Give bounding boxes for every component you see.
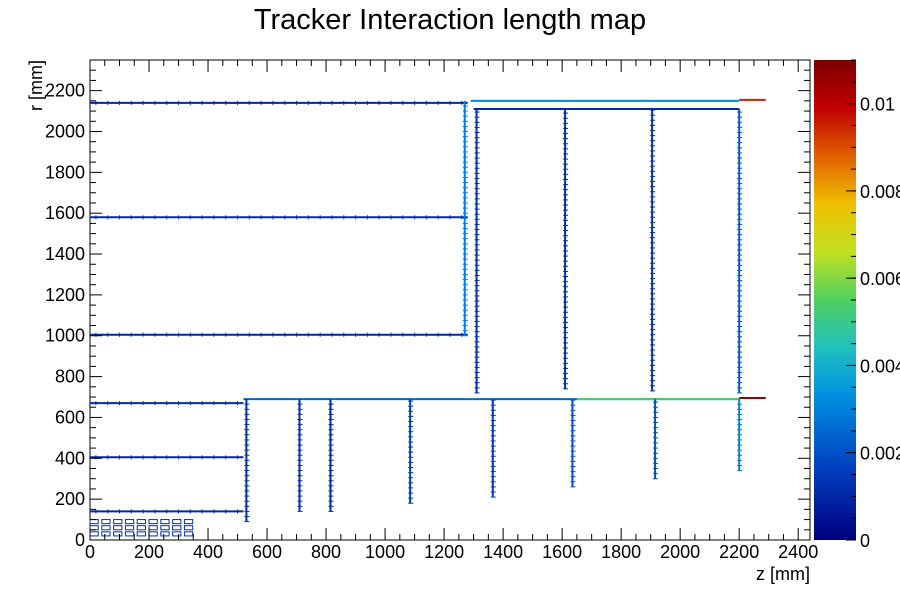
barrel-module-ticks-4 xyxy=(95,455,239,460)
endcap-module-ticks-10 xyxy=(570,399,576,488)
x-tick-label: 0 xyxy=(85,542,95,562)
colorbar-tick-label: 0.004 xyxy=(860,356,900,376)
x-tick-label: 1200 xyxy=(424,542,464,562)
endcap-module-ticks-2 xyxy=(563,112,569,390)
y-tick-label: 1800 xyxy=(45,162,85,182)
barrel-module-ticks-0 xyxy=(95,100,463,105)
colorbar-tick-label: 0.002 xyxy=(860,444,900,464)
y-tick-label: 0 xyxy=(75,530,85,550)
endcap-module-ticks-6 xyxy=(297,403,303,512)
colorbar-axis: 0 0.002 0.004 0.006 0.008 0.01 xyxy=(846,59,900,551)
x-tick-label: 1000 xyxy=(365,542,405,562)
x-axis-title: z [mm] xyxy=(756,564,810,584)
x-tick-label: 600 xyxy=(252,542,282,562)
heatmap-marks xyxy=(89,98,766,537)
y-tick-label: 800 xyxy=(55,367,85,387)
x-tick-label: 800 xyxy=(311,542,341,562)
x-tick-label: 2400 xyxy=(778,542,818,562)
chart-title: Tracker Interaction length map xyxy=(254,4,646,36)
x-tick-label: 1600 xyxy=(542,542,582,562)
y-axis: 0 200 400 600 800 1000 1200 1400 1600 1800 2000 220… xyxy=(45,59,810,550)
y-tick-label: 1400 xyxy=(45,244,85,264)
x-tick-label: 2200 xyxy=(719,542,759,562)
colorbar-tick-label: 0.01 xyxy=(860,95,895,115)
y-tick-label: 1200 xyxy=(45,285,85,305)
x-axis: 0 200 400 600 800 1000 1200 1400 1600 1800 2000 220… xyxy=(85,60,818,562)
x-tick-label: 1400 xyxy=(483,542,523,562)
y-tick-label: 2000 xyxy=(45,121,85,141)
endcap-module-ticks-1 xyxy=(474,111,480,394)
endcap-module-ticks-5 xyxy=(244,403,250,523)
y-tick-label: 400 xyxy=(55,448,85,468)
endcap-module-ticks-0 xyxy=(462,105,468,337)
barrel-module-ticks-1 xyxy=(95,215,463,220)
x-tick-label: 1800 xyxy=(601,542,641,562)
endcap-module-ticks-11 xyxy=(653,401,659,480)
x-tick-label: 400 xyxy=(193,542,223,562)
x-tick-label: 200 xyxy=(134,542,164,562)
x-tick-label: 2000 xyxy=(660,542,700,562)
barrel-module-ticks-5 xyxy=(95,509,239,514)
y-tick-label: 2200 xyxy=(45,81,85,101)
y-tick-label: 1600 xyxy=(45,203,85,223)
barrel-module-ticks-2 xyxy=(95,332,463,337)
endcap-module-ticks-9 xyxy=(490,399,496,498)
plot-frame xyxy=(89,59,811,541)
y-tick-label: 200 xyxy=(55,489,85,509)
colorbar-tick-label: 0.006 xyxy=(860,269,900,289)
y-tick-label: 1000 xyxy=(45,326,85,346)
colorbar xyxy=(814,60,856,540)
endcap-module-ticks-4 xyxy=(737,111,743,394)
y-axis-title: r [mm] xyxy=(26,60,46,111)
colorbar-tick-label: 0.008 xyxy=(860,182,900,202)
endcap-module-ticks-8 xyxy=(408,400,414,504)
endcap-module-ticks-7 xyxy=(328,403,334,512)
y-tick-label: 600 xyxy=(55,407,85,427)
colorbar-tick-label: 0 xyxy=(860,531,870,551)
endcap-module-ticks-12 xyxy=(737,403,743,472)
barrel-module-ticks-3 xyxy=(95,401,239,406)
endcap-module-ticks-3 xyxy=(650,109,656,392)
